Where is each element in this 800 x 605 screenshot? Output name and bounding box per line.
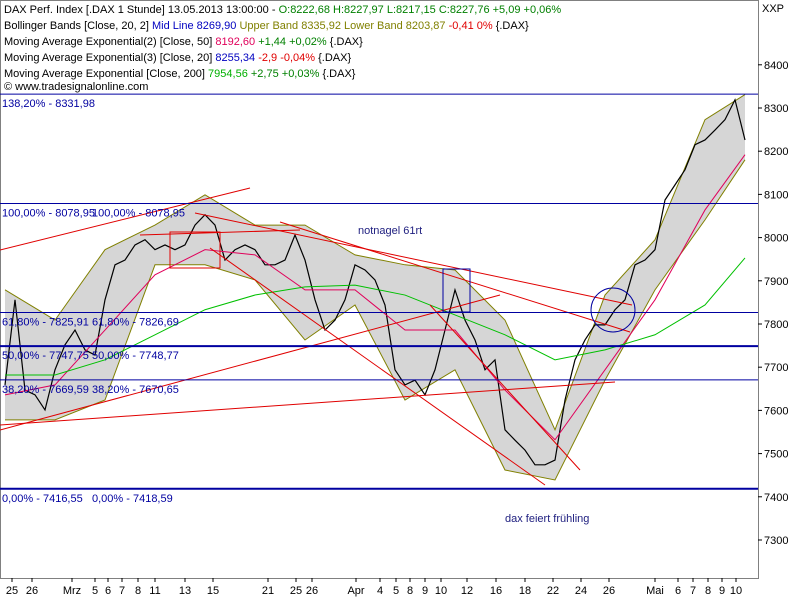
highlight-circle: [590, 287, 636, 333]
header-segment: Upper Band 8335,92 Lower Band 8203,87: [239, 20, 448, 32]
header-segment: 8255,34: [215, 52, 258, 64]
band-fill: [5, 94, 745, 480]
trend-box: [169, 231, 221, 269]
watermark: © www.tradesignalonline.com: [4, 81, 148, 93]
y-tick-label: 7800: [764, 319, 788, 331]
header-line: Moving Average Exponential [Close, 200] …: [4, 68, 356, 80]
x-tick-label: 10: [730, 585, 742, 597]
x-tick-label: 11: [149, 585, 160, 597]
header-segment: -0,41 0%: [449, 20, 496, 32]
header-segment: O:8222,68 H:8227,97 L:8217,15 C:8227,76 …: [279, 4, 562, 16]
trendline: [0, 187, 251, 251]
header-segment: -2,9 -0,04%: [258, 52, 318, 64]
header-segment: {.DAX}: [330, 36, 363, 48]
header-segment: 8192,60: [215, 36, 258, 48]
level-label: 61,80% - 7826,69: [92, 316, 179, 328]
header-segment: DAX Perf. Index [.DAX 1 Stunde] 13.05.20…: [4, 4, 279, 16]
header-line: DAX Perf. Index [.DAX 1 Stunde] 13.05.20…: [4, 4, 561, 16]
x-tick-label: 18: [519, 585, 531, 597]
x-tick-label: Apr: [347, 585, 364, 597]
x-tick-label: 10: [435, 585, 447, 597]
trendline: [279, 221, 631, 333]
header-segment: {.DAX}: [496, 20, 529, 32]
x-tick-label: 16: [490, 585, 502, 597]
level-label: 100,00% - 8078,95: [2, 207, 95, 219]
header-segment: 7954,56: [208, 68, 251, 80]
x-tick-label: 26: [26, 585, 38, 597]
y-tick-label: 7300: [764, 535, 788, 547]
level-label: 38,20% - 7670,65: [92, 384, 179, 396]
x-tick-label: 6: [105, 585, 111, 597]
header-segment: +1,44 +0,02%: [258, 36, 330, 48]
level-label: 50,00% - 7747,75: [2, 350, 89, 362]
y-tick-label: 7600: [764, 405, 788, 417]
series-line: [4, 154, 746, 441]
level-label: 50,00% - 7748,77: [92, 350, 179, 362]
y-tick-label: 7900: [764, 276, 788, 288]
trendlines: [0, 187, 633, 486]
x-tick-label: 12: [461, 585, 473, 597]
x-tick-label: 9: [719, 585, 725, 597]
x-tick-label: 26: [306, 585, 318, 597]
x-tick-label: 21: [262, 585, 274, 597]
y-tick-label: 8400: [764, 60, 788, 72]
band-upper: [4, 94, 746, 432]
level-label: 138,20% - 8331,98: [2, 98, 95, 110]
y-tick-label: 8300: [764, 103, 788, 115]
y-tick-label: 8100: [764, 189, 788, 201]
header-segment: Mid Line 8269,90: [152, 20, 239, 32]
x-tick-label: 9: [422, 585, 428, 597]
x-tick-label: 5: [92, 585, 98, 597]
level-label: 100,00% - 8078,95: [92, 207, 185, 219]
y-tick-label: 8200: [764, 146, 788, 158]
y-tick-label: 7700: [764, 362, 788, 374]
x-tick-label: 13: [179, 585, 191, 597]
level-label: 38,20% - 7669,59: [2, 384, 89, 396]
header-segment: Moving Average Exponential [Close, 200]: [4, 68, 208, 80]
x-tick-label: 26: [603, 585, 615, 597]
header-line: Bollinger Bands [Close, 20, 2] Mid Line …: [4, 20, 529, 32]
x-tick-label: Mai: [646, 585, 664, 597]
y-tick-label: 7500: [764, 449, 788, 461]
annotation: notnagel 61rt: [358, 225, 422, 237]
y-tick-label: 8000: [764, 233, 788, 245]
header-segment: Moving Average Exponential(2) [Close, 50…: [4, 36, 215, 48]
y-tick-label: 7400: [764, 492, 788, 504]
x-tick-label: Mrz: [63, 585, 81, 597]
corner-label: XXP: [762, 3, 784, 15]
x-tick-label: 8: [407, 585, 413, 597]
x-tick-label: 7: [119, 585, 125, 597]
x-tick-label: 4: [377, 585, 383, 597]
annotation: dax feiert frühling: [505, 513, 589, 525]
trendline: [0, 294, 501, 431]
x-tick-label: 25: [290, 585, 302, 597]
level-label: 0,00% - 7416,55: [2, 493, 83, 505]
header-segment: {.DAX}: [322, 68, 355, 80]
trendline: [209, 247, 546, 486]
header-line: Moving Average Exponential(2) [Close, 50…: [4, 36, 363, 48]
header-segment: Bollinger Bands [Close, 20, 2]: [4, 20, 152, 32]
x-tick-label: 25: [6, 585, 18, 597]
header-segment: +2,75 +0,03%: [251, 68, 323, 80]
x-tick-label: 15: [207, 585, 219, 597]
x-tick-label: 8: [135, 585, 141, 597]
x-tick-label: 7: [690, 585, 696, 597]
x-tick-label: 8: [705, 585, 711, 597]
level-label: 0,00% - 7418,59: [92, 493, 173, 505]
x-tick-label: 22: [547, 585, 559, 597]
trendline: [0, 381, 616, 426]
x-tick-label: 5: [393, 585, 399, 597]
level-label: 61,80% - 7825,91: [2, 316, 89, 328]
header-segment: {.DAX}: [318, 52, 351, 64]
x-tick-label: 6: [675, 585, 681, 597]
series-line: [5, 257, 746, 376]
header-line: Moving Average Exponential(3) [Close, 20…: [4, 52, 351, 64]
header-segment: Moving Average Exponential(3) [Close, 20…: [4, 52, 215, 64]
trendline: [194, 212, 633, 306]
x-tick-label: 24: [575, 585, 587, 597]
trendline: [429, 304, 581, 471]
